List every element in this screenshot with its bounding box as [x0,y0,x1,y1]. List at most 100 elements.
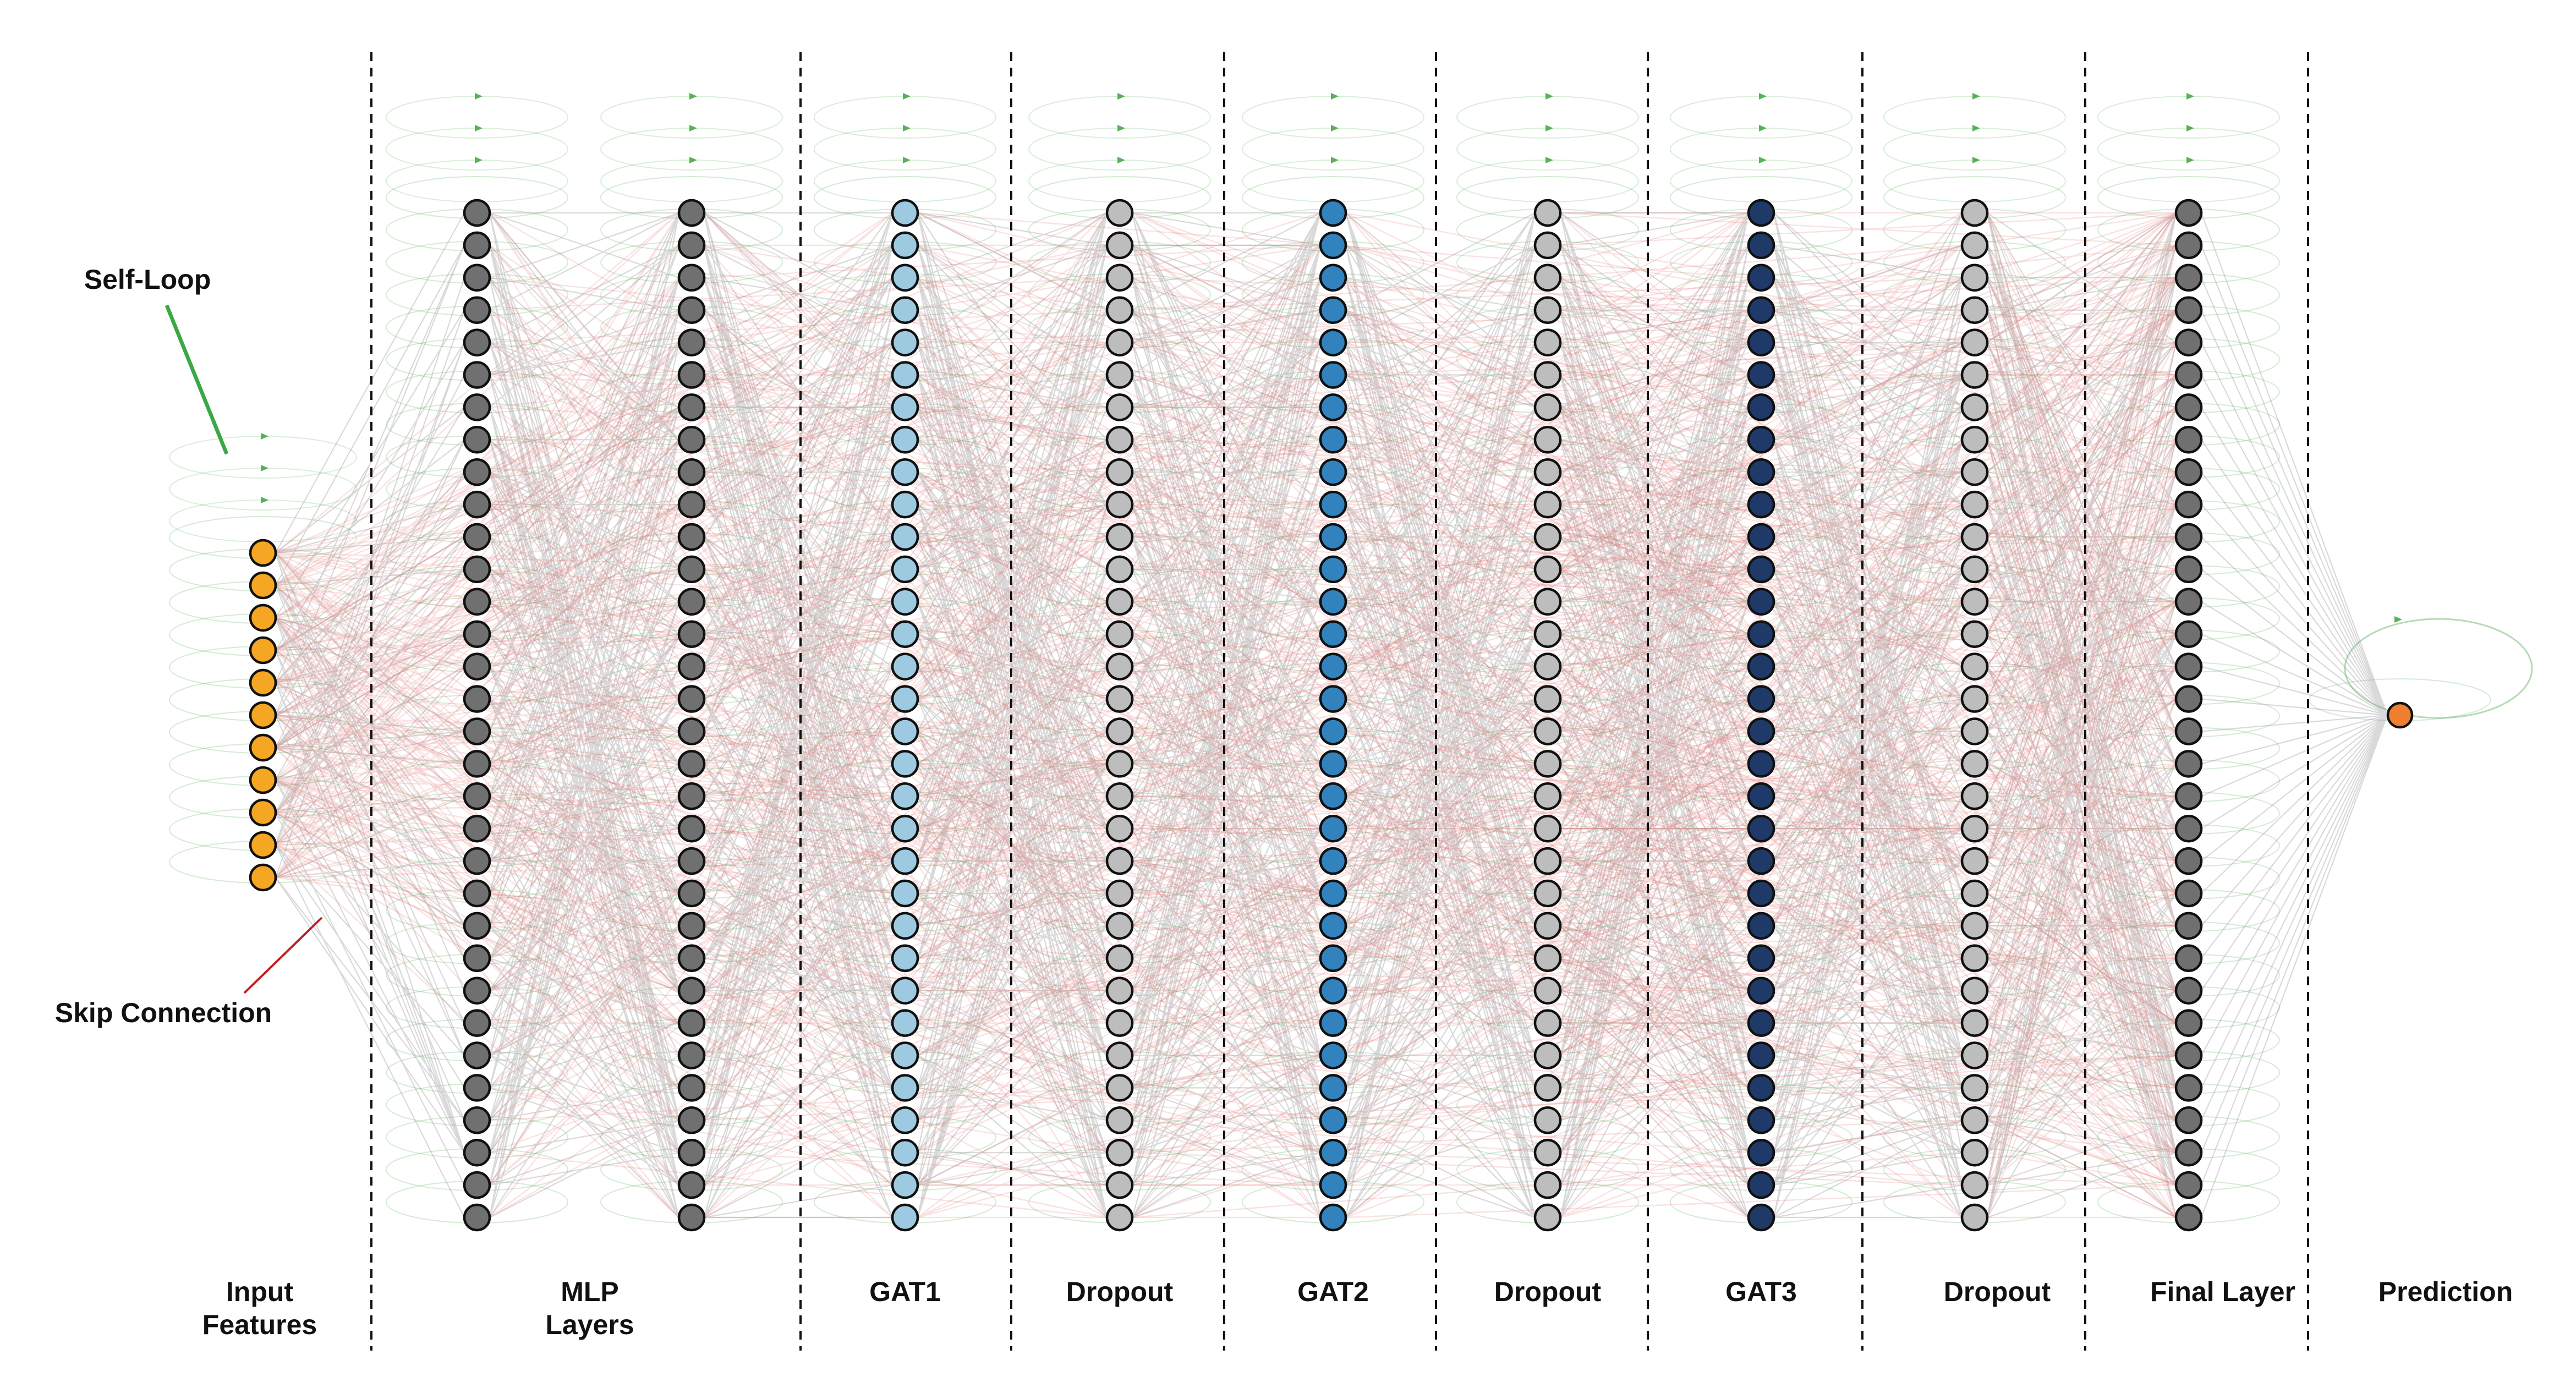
self-loop-arrow [1759,93,1767,100]
dropout3-node [1960,782,1989,810]
gat1-node [891,588,919,616]
final-node [2174,1203,2203,1232]
layer-label-input: Input [226,1276,294,1307]
dropout3-node [1960,393,1989,421]
mlp2-node [677,912,706,940]
dropout1-node [1105,1203,1134,1232]
layer-dropout3 [1960,199,1989,1232]
gat1-node [891,652,919,681]
gat2-node [1319,944,1347,973]
self-loop-arrow [2394,616,2402,623]
self-loop-arrow [475,157,483,163]
self-loop-arrow [903,157,911,163]
gat3-node [1747,264,1775,292]
mlp1-node [463,328,491,356]
gat2-node [1319,588,1347,616]
dropout2-node [1533,490,1562,519]
final-node [2174,782,2203,810]
gat3-node [1747,1203,1775,1232]
input-node [249,701,277,729]
final-node [2174,814,2203,843]
skip-connection-bundle [275,212,893,1218]
dropout3-node [1960,620,1989,648]
final-node [2174,750,2203,778]
dropout3-node [1960,944,1989,973]
mlp1-node [463,555,491,584]
node-layer [249,199,2414,1232]
final-node [2174,361,2203,389]
dropout2-node [1533,1041,1562,1069]
gat1-node [891,685,919,713]
self-loop-arrow [475,93,483,100]
self-loop-arrow [1117,157,1125,163]
layer-final [2174,199,2203,1232]
prediction-node [2386,701,2414,729]
dropout1-node [1105,523,1134,551]
layer-label-input: Features [202,1309,317,1340]
dropout1-node [1105,814,1134,843]
mlp1-node [463,944,491,973]
gat3-node [1747,296,1775,324]
dropout3-node [1960,1171,1989,1199]
gat1-node [891,1138,919,1167]
dropout2-node [1533,814,1562,843]
self-loop-arrow [1972,93,1980,100]
mlp1-node [463,814,491,843]
dropout3-node [1960,750,1989,778]
self-loop-pointer [165,304,229,455]
self-loop [600,160,783,202]
dropout3-node [1960,199,1989,227]
dropout1-node [1105,1074,1134,1102]
dropout3-node [1960,523,1989,551]
mlp1-node [463,717,491,745]
dropout2-node [1533,944,1562,973]
gat1-node [891,750,919,778]
gat2-node [1319,782,1347,810]
dropout2-node [1533,879,1562,908]
gat2-node [1319,912,1347,940]
layer-gat3 [1747,199,1775,1232]
final-node [2174,328,2203,356]
self-loop [2097,128,2280,171]
dropout2-node [1533,750,1562,778]
dropout1-node [1105,847,1134,875]
gat2-node [1319,296,1347,324]
dropout1-node [1105,361,1134,389]
dropout3-node [1960,1009,1989,1037]
input-node [249,571,277,600]
self-loop-arrow [1545,93,1553,100]
layer-label-dropout1: Dropout [1066,1276,1174,1307]
layer-mlp2 [677,199,706,1232]
final-node [2174,588,2203,616]
final-node [2174,490,2203,519]
final-node [2174,426,2203,454]
self-loop-arrow [689,93,697,100]
layer-label-gat2: GAT2 [1297,1276,1369,1307]
dropout1-node [1105,976,1134,1005]
input-node [249,604,277,632]
mlp1-node [463,1138,491,1167]
dropout2-node [1533,1074,1562,1102]
dropout3-node [1960,1203,1989,1232]
final-node [2174,717,2203,745]
self-loop-arrow [689,125,697,131]
self-loop [1242,128,1424,171]
self-loop [2097,160,2280,202]
dropout2-node [1533,588,1562,616]
dropout1-node [1105,652,1134,681]
self-loop-arrow [1117,93,1125,100]
self-loop-arrow [261,465,268,471]
mlp2-node [677,782,706,810]
gat2-node [1319,1074,1347,1102]
mlp2-node [677,328,706,356]
self-loop-arrow [261,433,268,440]
layer-label-mlp: Layers [545,1309,634,1340]
mlp1-node [463,264,491,292]
self-loop [1883,96,2066,139]
dropout3-node [1960,231,1989,260]
gat2-node [1319,523,1347,551]
gat3-node [1747,976,1775,1005]
gat1-node [891,717,919,745]
